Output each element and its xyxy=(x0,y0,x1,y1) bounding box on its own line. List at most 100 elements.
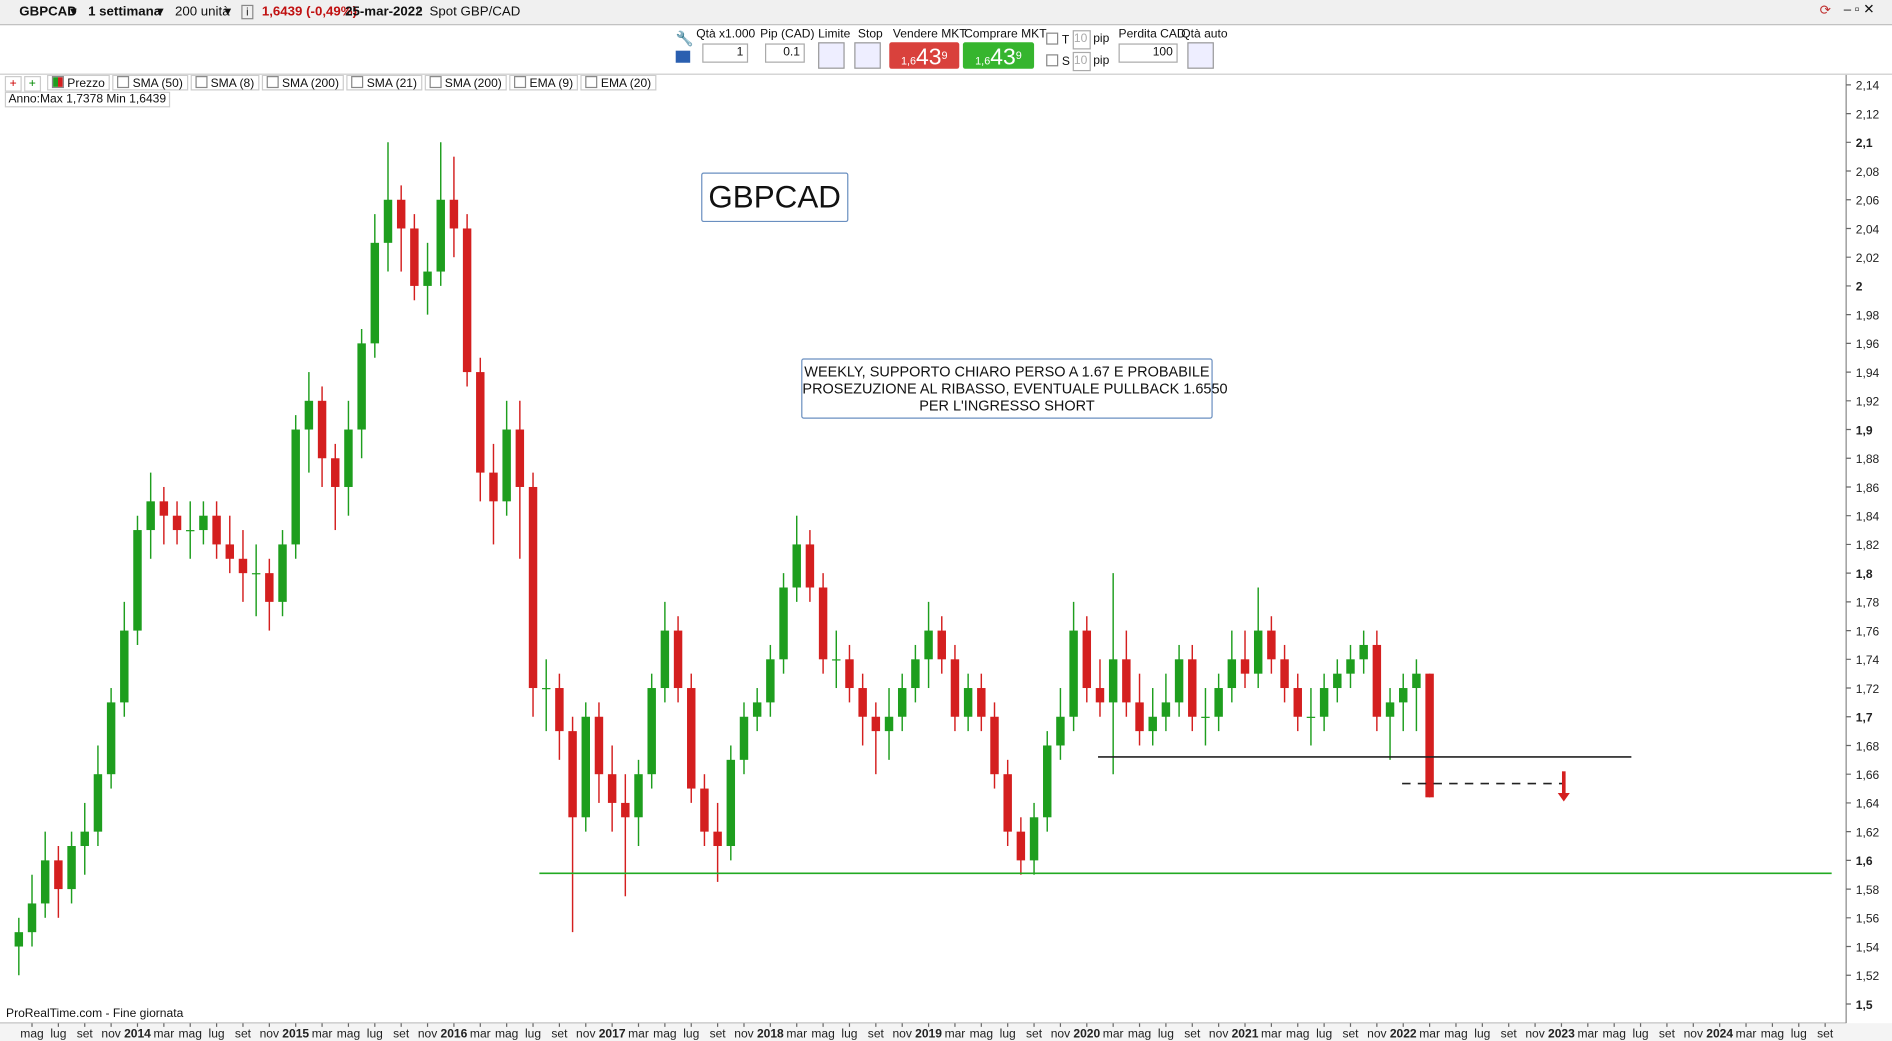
indicator[interactable]: SMA (8) xyxy=(190,74,260,91)
info-icon[interactable]: i xyxy=(241,4,254,20)
y-tick-label: 2,1 xyxy=(1856,136,1873,150)
indicator[interactable]: SMA (21) xyxy=(346,74,422,91)
t-unit: pip xyxy=(1093,32,1110,46)
candle-body xyxy=(1016,831,1026,861)
candle-body xyxy=(67,846,76,890)
y-tick-label: 1,58 xyxy=(1856,883,1880,897)
limit-button[interactable] xyxy=(818,42,845,69)
dropdown-arrow[interactable]: ▾ xyxy=(69,4,77,20)
s-option[interactable]: S xyxy=(1046,54,1070,69)
plot-area xyxy=(0,74,1847,1024)
x-tick-label: mag xyxy=(179,1027,202,1041)
candle-body xyxy=(1201,716,1210,718)
y-tick-label: 1,82 xyxy=(1856,538,1880,552)
x-tick-label: nov xyxy=(734,1027,753,1041)
x-tick-label: set xyxy=(77,1027,94,1041)
loss-input[interactable]: 100 xyxy=(1118,43,1178,63)
candle-body xyxy=(186,530,195,532)
price-big: 43 xyxy=(916,45,942,71)
price-prefix: 1,6 xyxy=(975,55,991,68)
footer: ProRealTime.com - Fine giornata xyxy=(6,1007,184,1021)
indicator-label: EMA (9) xyxy=(529,77,574,91)
tool-icon[interactable]: 🔧 xyxy=(675,30,694,48)
x-tick-label: mar xyxy=(1261,1027,1282,1041)
indicator-label: Prezzo xyxy=(67,77,105,91)
period[interactable]: 1 settimana xyxy=(88,4,162,20)
candle-body xyxy=(726,759,736,847)
candle-body xyxy=(502,429,511,502)
note-line: PER L'INGRESSO SHORT xyxy=(919,396,1095,414)
candle-body xyxy=(14,932,24,947)
indicator-label: EMA (20) xyxy=(600,77,652,91)
refresh-icon[interactable]: ⟳ xyxy=(1819,3,1831,19)
t-option[interactable]: T xyxy=(1046,32,1070,48)
dropdown-arrow[interactable]: ▾ xyxy=(224,4,232,20)
x-tick-label: set xyxy=(235,1027,252,1041)
x-tick-label: lug xyxy=(367,1027,383,1041)
indicator-label: SMA (21) xyxy=(366,77,418,91)
pip-label: Pip (CAD) xyxy=(760,27,815,42)
y-tick-label: 1,76 xyxy=(1856,624,1880,638)
sell-button[interactable]: 1,6439 xyxy=(889,42,960,71)
candle-body xyxy=(251,573,261,575)
pip-input[interactable]: 0.1 xyxy=(765,43,805,63)
indicator-label: SMA (200) xyxy=(444,77,502,91)
qty-input[interactable]: 1 xyxy=(702,43,749,63)
y-tick-label: 1,8 xyxy=(1856,567,1873,581)
t-pips[interactable]: 10 xyxy=(1072,30,1091,50)
auto-qty-button[interactable] xyxy=(1187,42,1214,69)
x-tick-label: 2018 xyxy=(757,1027,784,1041)
y-tick-label: 1,56 xyxy=(1856,912,1880,926)
units[interactable]: 200 unità xyxy=(174,4,230,20)
dropdown-arrow[interactable]: ▾ xyxy=(156,4,164,20)
symbol[interactable]: GBPCAD xyxy=(19,4,77,20)
candle-body xyxy=(146,501,155,531)
candle-body xyxy=(528,486,538,689)
y-tick-label: 1,74 xyxy=(1856,653,1880,667)
window-buttons[interactable]: – ▫ ✕ xyxy=(1843,2,1875,17)
candle-body xyxy=(1227,659,1237,689)
t-label: T xyxy=(1061,33,1070,48)
candle-body xyxy=(1148,716,1157,732)
candle-body xyxy=(1108,659,1118,703)
candle-body xyxy=(884,716,894,732)
y-tick-label: 1,96 xyxy=(1856,337,1880,351)
candle-body xyxy=(317,400,327,459)
indicator[interactable]: EMA (9) xyxy=(509,74,578,91)
indicator[interactable]: SMA (200) xyxy=(261,74,344,91)
indicator-icon[interactable]: + xyxy=(23,76,41,92)
x-tick-label: mar xyxy=(470,1027,491,1041)
y-tick-label: 1,72 xyxy=(1856,682,1880,696)
indicator-icon[interactable]: + xyxy=(4,76,22,92)
candle-body xyxy=(673,630,683,689)
candle-body xyxy=(1385,702,1395,717)
buy-button[interactable]: 1,6439 xyxy=(962,42,1035,71)
candle-body xyxy=(1306,716,1316,718)
candle-body xyxy=(265,573,274,602)
indicator[interactable]: SMA (200) xyxy=(424,74,507,91)
s-pips[interactable]: 10 xyxy=(1072,51,1091,72)
candle-body xyxy=(845,659,854,689)
candle-body xyxy=(1333,673,1342,689)
candle-body xyxy=(1267,630,1276,660)
keyboard-icon[interactable] xyxy=(675,50,691,63)
y-tick-label: 2,02 xyxy=(1856,251,1880,265)
x-tick-label: mag xyxy=(1128,1027,1151,1041)
stop-button[interactable] xyxy=(854,42,881,69)
candle-body xyxy=(40,860,50,904)
x-tick-label: 2017 xyxy=(599,1027,626,1041)
x-tick-label: nov xyxy=(576,1027,595,1041)
candle-body xyxy=(80,831,89,847)
x-tick-label: lug xyxy=(1791,1027,1807,1041)
loss-label: Perdita CAD xyxy=(1118,27,1186,42)
candle-body xyxy=(396,199,406,229)
x-tick-label: nov xyxy=(1525,1027,1544,1041)
indicator[interactable]: SMA (50) xyxy=(112,74,188,91)
indicator[interactable]: EMA (20) xyxy=(580,74,657,91)
indicator[interactable]: Prezzo xyxy=(46,74,110,91)
candle-body xyxy=(1135,702,1144,732)
x-tick-label: lug xyxy=(683,1027,699,1041)
y-tick-label: 1,62 xyxy=(1856,825,1880,839)
candle-body xyxy=(27,903,37,933)
